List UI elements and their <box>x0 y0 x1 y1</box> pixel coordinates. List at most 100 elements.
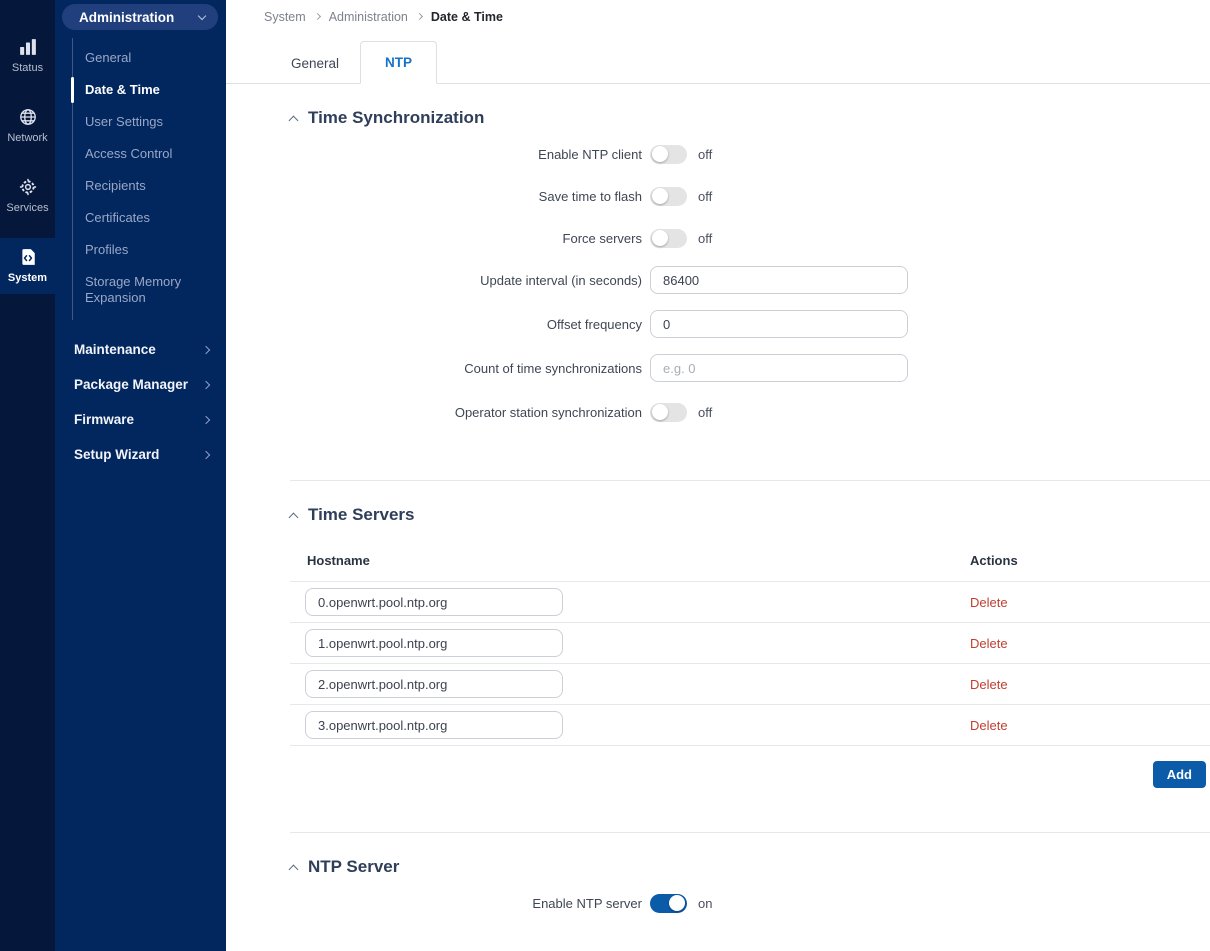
sidebar-item-label: Maintenance <box>74 342 156 357</box>
toggle-knob <box>652 404 668 420</box>
add-button[interactable]: Add <box>1152 761 1206 788</box>
hostname-input[interactable] <box>305 588 563 616</box>
field-label: Update interval (in seconds) <box>480 272 642 288</box>
collapse-caret-icon <box>288 864 299 874</box>
toggle-knob <box>652 146 668 162</box>
signal-bars-icon <box>19 38 37 56</box>
sidebar-item-date-time[interactable]: Date & Time <box>71 74 226 106</box>
form-row: Count of time synchronizations <box>290 354 1210 382</box>
save-time-to-flash-toggle[interactable] <box>650 186 687 206</box>
globe-icon <box>19 108 37 126</box>
breadcrumb-administration[interactable]: Administration <box>328 9 408 24</box>
table-row: Delete <box>290 623 1210 664</box>
column-header-actions: Actions <box>970 553 1018 568</box>
collapse-caret-icon <box>288 512 299 522</box>
field-label: Offset frequency <box>546 316 642 332</box>
section-time-servers[interactable]: Time Servers <box>288 505 1210 525</box>
sidebar-item-profiles[interactable]: Profiles <box>73 234 226 266</box>
tab-bar: General NTP <box>226 41 1210 84</box>
toggle-state-label: off <box>698 404 713 420</box>
section-divider <box>290 480 1210 481</box>
operator-station-synchronization-toggle[interactable] <box>650 402 687 422</box>
delete-link[interactable]: Delete <box>970 676 1008 692</box>
form-row: Enable NTP client off <box>290 140 1210 168</box>
sidebar-item-label: Certificates <box>85 210 151 225</box>
sidebar-item-storage-memory-expansion[interactable]: Storage Memory Expansion <box>73 266 193 314</box>
rail-item-network[interactable]: Network <box>0 98 55 154</box>
toggle-state-label: on <box>698 895 713 911</box>
administration-submenu: General Date & Time User Settings Access… <box>71 38 226 320</box>
hostname-input[interactable] <box>305 711 563 739</box>
rail-item-status[interactable]: Status <box>0 28 55 84</box>
sidebar-item-access-control[interactable]: Access Control <box>73 138 226 170</box>
sidebar-item-general[interactable]: General <box>73 42 226 74</box>
section-time-synchronization[interactable]: Time Synchronization <box>288 108 1210 128</box>
sidebar-item-firmware[interactable]: Firmware <box>55 402 226 437</box>
sidebar-item-label: Access Control <box>85 146 173 161</box>
breadcrumb-current: Date & Time <box>430 9 503 24</box>
tab-general[interactable]: General <box>291 56 340 71</box>
sidebar-item-label: Recipients <box>85 178 146 193</box>
field-label: Operator station synchronization <box>454 404 642 420</box>
collapse-caret-icon <box>288 115 299 125</box>
sidebar-item-label: Package Manager <box>74 377 189 392</box>
update-interval-input[interactable] <box>650 266 908 294</box>
delete-link[interactable]: Delete <box>970 717 1008 733</box>
form-row: Offset frequency <box>290 310 1210 338</box>
field-label: Force servers <box>562 230 642 246</box>
section-title-label: Time Synchronization <box>308 108 485 127</box>
sidebar-item-setup-wizard[interactable]: Setup Wizard <box>55 437 226 472</box>
chevron-right-icon <box>201 450 211 459</box>
offset-frequency-input[interactable] <box>650 310 908 338</box>
force-servers-toggle[interactable] <box>650 228 687 248</box>
breadcrumb-separator-icon <box>313 12 321 21</box>
enable-ntp-client-toggle[interactable] <box>650 144 687 164</box>
delete-link[interactable]: Delete <box>970 594 1008 610</box>
sidebar-item-maintenance[interactable]: Maintenance <box>55 332 226 367</box>
chevron-right-icon <box>201 415 211 424</box>
rail-item-services[interactable]: Services <box>0 168 55 224</box>
breadcrumb-system[interactable]: System <box>264 9 306 24</box>
sidebar-item-label: Profiles <box>85 242 129 257</box>
sidebar-item-user-settings[interactable]: User Settings <box>73 106 226 138</box>
field-label: Enable NTP server <box>532 895 642 911</box>
chevron-right-icon <box>201 345 211 354</box>
sidebar-item-label: General <box>85 50 132 65</box>
form-row: Update interval (in seconds) <box>290 266 1210 294</box>
icon-rail: Status Network Services System <box>0 0 55 951</box>
tab-ntp[interactable]: NTP <box>360 41 438 84</box>
section-ntp-server[interactable]: NTP Server <box>288 857 1210 877</box>
rail-item-label: Network <box>7 132 48 144</box>
hostname-input[interactable] <box>305 629 563 657</box>
hostname-input[interactable] <box>305 670 563 698</box>
rail-item-label: System <box>7 272 48 284</box>
sidebar-item-recipients[interactable]: Recipients <box>73 170 226 202</box>
rail-item-label: Services <box>6 202 49 214</box>
sidebar-item-label: Firmware <box>74 412 135 427</box>
toggle-state-label: off <box>698 188 713 204</box>
sidebar-item-label: Date & Time <box>85 82 160 97</box>
breadcrumb: System Administration Date & Time <box>226 0 1210 26</box>
sidebar-item-certificates[interactable]: Certificates <box>73 202 226 234</box>
delete-link[interactable]: Delete <box>970 635 1008 651</box>
rail-item-system[interactable]: System <box>0 238 55 294</box>
sidebar-section-administration[interactable]: Administration <box>62 4 218 30</box>
chevron-right-icon <box>201 380 211 389</box>
toggle-state-label: off <box>698 230 713 246</box>
toggle-knob <box>669 895 685 911</box>
field-label: Save time to flash <box>538 188 642 204</box>
count-of-time-synchronizations-input[interactable] <box>650 354 908 382</box>
main-content: System Administration Date & Time Genera… <box>226 0 1210 951</box>
rail-item-label: Status <box>11 62 44 74</box>
tab-content: Time Synchronization Enable NTP client o… <box>226 84 1210 951</box>
sidebar-item-package-manager[interactable]: Package Manager <box>55 367 226 402</box>
toggle-knob <box>652 188 668 204</box>
enable-ntp-server-toggle[interactable] <box>650 893 687 913</box>
section-title-label: Time Servers <box>308 505 415 524</box>
chevron-down-icon <box>197 11 207 20</box>
sidebar-menu: Maintenance Package Manager Firmware Set… <box>55 332 226 472</box>
section-title-label: NTP Server <box>308 857 400 876</box>
form-row: Enable NTP server on <box>290 889 1210 917</box>
time-sync-form: Enable NTP client off Save time to flash… <box>290 140 1210 426</box>
